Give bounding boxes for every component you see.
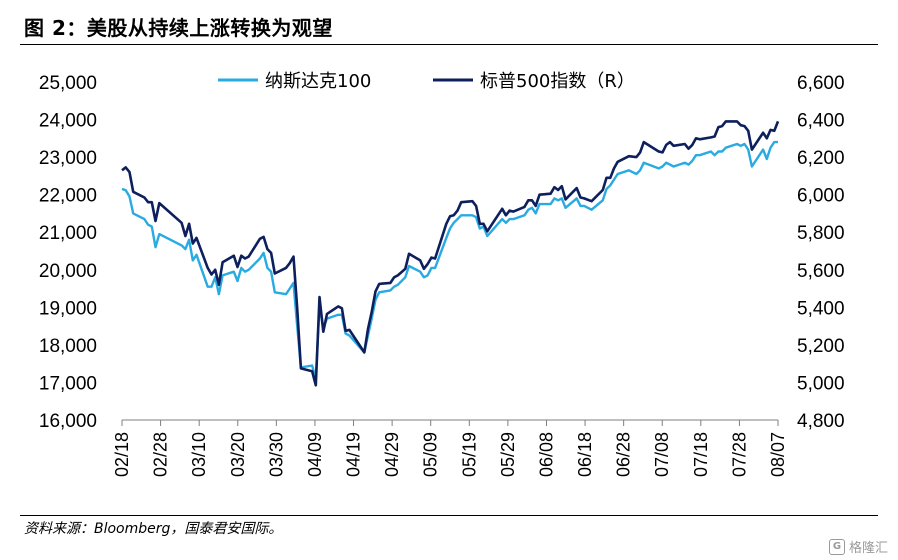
legend-label: 标普500指数（R） [480,71,635,92]
x-tick-label: 04/19 [344,432,364,477]
x-tick-label: 02/18 [112,432,132,477]
legend-label: 纳斯达克100 [265,71,371,92]
y-left-tick-label: 25,000 [39,73,97,94]
source-divider [20,515,878,516]
y-left-tick-label: 19,000 [39,298,97,319]
y-left-tick-label: 23,000 [39,148,97,169]
x-tick-label: 03/30 [266,432,286,477]
y-right-tick-label: 5,000 [797,373,845,394]
x-tick-label: 07/08 [652,432,672,477]
y-left-tick-label: 24,000 [39,111,97,132]
y-left-tick-label: 16,000 [39,411,97,432]
x-tick-label: 05/19 [459,432,479,477]
chart-series [121,120,780,387]
x-tick-label: 06/08 [536,432,556,477]
source-note: 资料来源：Bloomberg，国泰君安国际。 [24,521,283,537]
series-line-nasdaq100 [121,140,778,380]
x-tick-label: 04/29 [382,432,402,477]
x-tick-label: 06/18 [575,432,595,477]
watermark: G 格隆汇 [828,537,888,556]
x-tick-label: 08/07 [768,432,788,477]
x-tick-label: 06/28 [614,432,634,477]
title-divider [20,44,878,45]
watermark-logo-icon: G [828,538,845,555]
y-left-tick-label: 18,000 [39,336,97,357]
y-left-tick-label: 21,000 [39,223,97,244]
y-right-tick-label: 5,400 [797,298,845,319]
x-tick-label: 05/09 [421,432,441,477]
x-tick-label: 07/18 [691,432,711,477]
y-left-tick-label: 22,000 [39,186,97,207]
y-left-tick-label: 20,000 [39,261,97,282]
y-right-tick-label: 6,400 [797,111,845,132]
watermark-text: 格隆汇 [848,541,888,556]
y-right-tick-label: 6,600 [797,73,845,94]
x-tick-label: 03/10 [189,432,209,477]
x-tick-label: 05/29 [498,432,518,477]
series-line-sp500 [121,120,780,387]
x-tick-label: 02/28 [151,432,171,477]
x-tick-label: 07/28 [729,432,749,477]
figure-title: 图 2：美股从持续上涨转换为观望 [24,16,333,40]
dual-axis-line-chart: 16,000 17,000 18,000 19,000 20,000 21,000 22,0… [39,71,845,477]
x-tick-label: 03/20 [228,432,248,477]
y-right-tick-label: 6,200 [797,148,845,169]
chart-axes: 16,000 17,000 18,000 19,000 20,000 21,000 22,0… [39,73,845,477]
y-left-tick-label: 17,000 [39,373,97,394]
x-tick-label: 04/09 [305,432,325,477]
y-right-tick-label: 6,000 [797,186,845,207]
chart-legend: 纳斯达克100 标普500指数（R） [218,71,635,92]
y-right-tick-label: 4,800 [797,411,845,432]
y-right-tick-label: 5,800 [797,223,845,244]
y-right-tick-label: 5,200 [797,336,845,357]
y-right-tick-label: 5,600 [797,261,845,282]
